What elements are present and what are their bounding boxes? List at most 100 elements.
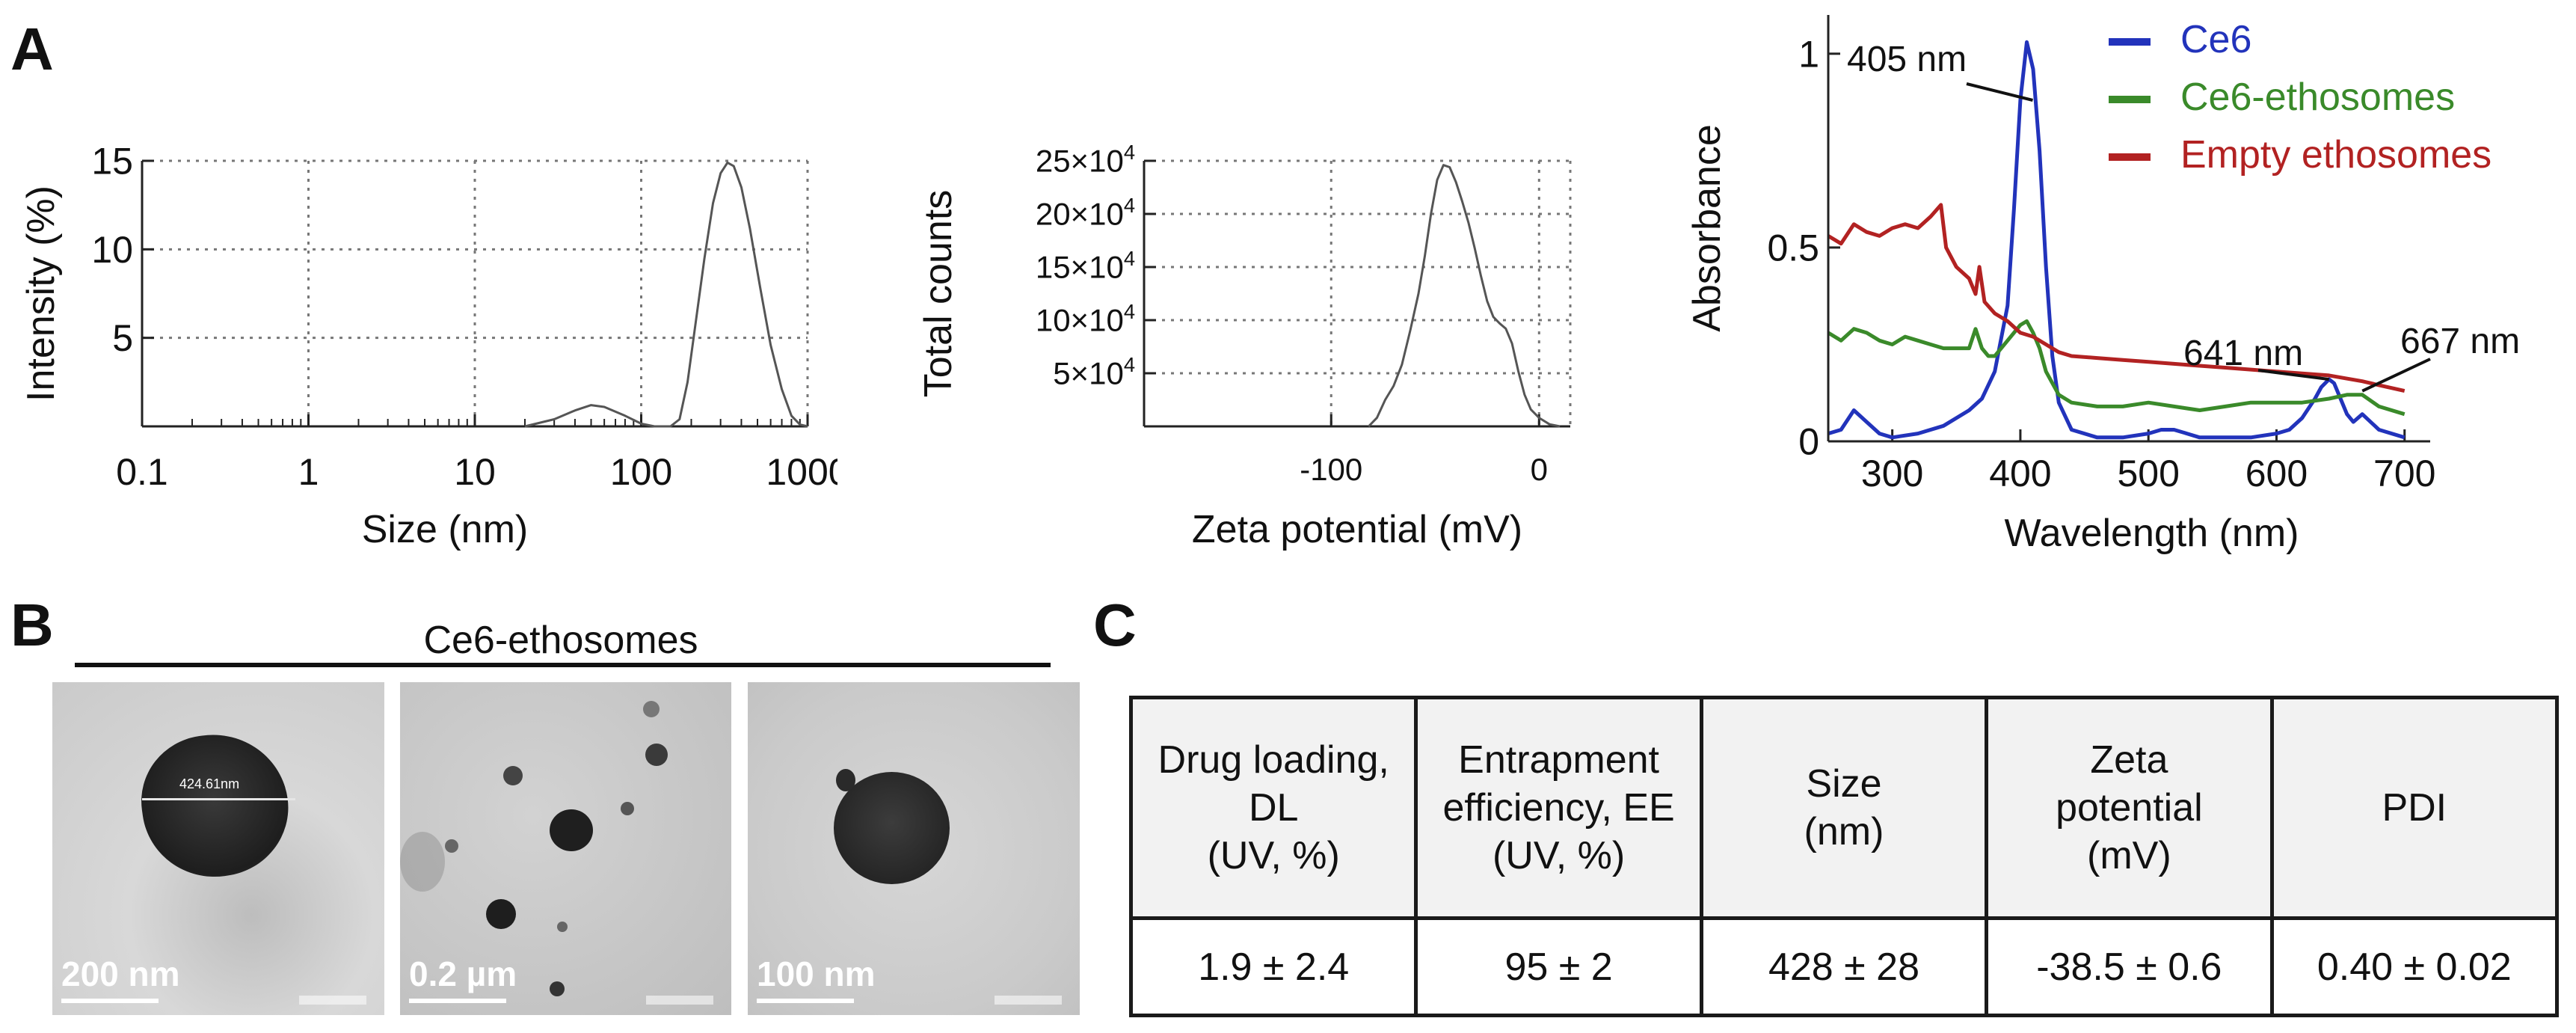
y-tick-label: 15×104 <box>1036 247 1135 285</box>
cell-pdi: 0.40 ± 0.02 <box>2269 916 2560 1017</box>
ethosome-particle <box>621 802 634 815</box>
y-tick-exponent: 4 <box>1124 247 1135 270</box>
measurement-label: 424.61nm <box>179 776 240 791</box>
ethosome-particle <box>445 839 458 853</box>
header-line: efficiency, EE <box>1442 786 1675 830</box>
header-line: (UV, %) <box>1492 834 1626 877</box>
ethosome-particle <box>550 981 565 996</box>
panel-b-title: Ce6-ethosomes <box>423 619 698 662</box>
header-line: Zeta <box>2090 738 2168 782</box>
scale-label: 100 nm <box>757 954 876 993</box>
header-line: Drug loading, <box>1158 738 1389 782</box>
header-pdi: PDI <box>2269 696 2560 920</box>
y-tick-label: 0.5 <box>1767 227 1819 269</box>
y-tick-label: 1 <box>1798 33 1819 75</box>
x-axis-label: Size (nm) <box>362 508 528 551</box>
scale-marker <box>646 996 713 1005</box>
header-line: Size <box>1806 762 1882 806</box>
ethosome-particle <box>645 744 668 766</box>
x-tick-label: 0.1 <box>116 451 168 493</box>
header-line: DL <box>1248 786 1299 830</box>
y-tick-exponent: 4 <box>1124 194 1135 217</box>
series-line-ce6 <box>1828 40 2406 440</box>
header-line: PDI <box>2382 786 2447 830</box>
y-tick-label: 20×104 <box>1036 194 1135 232</box>
y-tick-label: 5 <box>112 317 133 359</box>
tem-image-2: 0.2 µm <box>400 682 731 1015</box>
x-tick-label: 400 <box>1989 453 2051 494</box>
absorbance-chart: 300 400 500 600 700 0 0.5 1 Wavelength (nm) Absor… <box>1685 15 2520 555</box>
x-tick-label: 10 <box>454 451 496 493</box>
background-debris <box>400 832 445 892</box>
cell-drug-loading: 1.9 ± 2.4 <box>1128 916 1418 1017</box>
series-line-ce6-ethosomes <box>1827 319 2406 417</box>
x-axis-label: Zeta potential (mV) <box>1192 508 1522 551</box>
x-tick-label: 1 <box>298 451 319 493</box>
series-line-empty-ethosomes <box>1827 203 2406 393</box>
ethosome-particle <box>557 922 568 932</box>
annotation-arrow <box>2361 358 2431 393</box>
y-tick-exponent: 4 <box>1124 141 1135 164</box>
annotation-arrow <box>2257 369 2329 381</box>
scale-label: 0.2 µm <box>409 954 517 993</box>
legend-label: Empty ethosomes <box>2180 133 2492 177</box>
x-tick-label: 300 <box>1861 453 1923 494</box>
x-tick-label: 100 <box>610 451 672 493</box>
x-tick-label: 500 <box>2117 453 2179 494</box>
annotation-label: 667 nm <box>2400 322 2520 361</box>
header-drug-loading: Drug loading, DL (UV, %) <box>1128 696 1418 920</box>
ethosome-particle <box>486 899 516 929</box>
ethosome-particle <box>503 766 523 785</box>
header-zeta-potential: Zeta potential (mV) <box>1985 696 2274 920</box>
formulation-properties-table: Drug loading, DL (UV, %) Entrapment effi… <box>1128 696 2560 1017</box>
ethosome-bud <box>836 769 855 791</box>
y-tick-label: 10×104 <box>1036 300 1135 338</box>
header-line: (nm) <box>1804 810 1884 853</box>
series-line-size-distribution <box>524 161 808 428</box>
y-axis-label: Total counts <box>917 190 960 398</box>
cell-zeta-potential: -38.5 ± 0.6 <box>1985 916 2274 1017</box>
series-line-zeta-distribution <box>1368 164 1561 428</box>
panel-label-b: B <box>10 592 54 658</box>
x-tick-label: 700 <box>2373 453 2435 494</box>
scale-marker <box>299 996 366 1005</box>
header-entrapment-efficiency: Entrapment efficiency, EE (UV, %) <box>1414 696 1703 920</box>
y-tick-label: 25×104 <box>1036 141 1135 179</box>
x-axis-label: Wavelength (nm) <box>2005 512 2299 555</box>
scale-bar <box>409 999 506 1003</box>
scale-bar <box>757 999 854 1003</box>
panel-b-title-rule <box>75 663 1051 667</box>
scale-marker <box>995 996 1062 1005</box>
tem-image-3: 100 nm <box>748 682 1080 1015</box>
legend-label: Ce6 <box>2180 18 2251 61</box>
cell-size: 428 ± 28 <box>1699 916 1989 1017</box>
measurement-line <box>142 798 295 800</box>
cell-entrapment-efficiency: 95 ± 2 <box>1414 916 1703 1017</box>
y-tick-label: 5×104 <box>1053 353 1135 391</box>
header-line: (UV, %) <box>1207 834 1340 877</box>
header-line: Entrapment <box>1458 738 1659 782</box>
y-tick-label: 10 <box>91 229 133 271</box>
annotation-label: 641 nm <box>2183 334 2303 373</box>
header-size: Size (nm) <box>1699 696 1989 920</box>
y-axis-label: Intensity (%) <box>19 186 63 402</box>
tem-image-1: 424.61nm 200 nm <box>52 682 384 1015</box>
x-tick-label: 0 <box>1531 452 1548 487</box>
y-tick-exponent: 4 <box>1124 300 1135 323</box>
table-header-row: Drug loading, DL (UV, %) Entrapment effi… <box>1128 696 2560 920</box>
header-line: (mV) <box>2087 834 2171 877</box>
panel-label-c: C <box>1093 592 1137 658</box>
y-tick-exponent: 4 <box>1124 353 1135 376</box>
y-axis-label: Absorbance <box>1685 124 1729 332</box>
ethosome-particle <box>834 772 950 884</box>
ethosome-particle <box>550 809 593 851</box>
zeta-potential-chart: -100 0 5×104 10×104 15×104 20×104 25×104 Zeta p… <box>917 141 1572 551</box>
legend-label: Ce6-ethosomes <box>2180 76 2455 119</box>
scale-label: 200 nm <box>61 954 180 993</box>
y-tick-label: 15 <box>91 141 133 183</box>
panel-label-a: A <box>10 16 54 82</box>
annotation-label: 405 nm <box>1847 40 1967 79</box>
x-tick-label: -100 <box>1300 452 1362 487</box>
scale-bar <box>61 999 159 1003</box>
